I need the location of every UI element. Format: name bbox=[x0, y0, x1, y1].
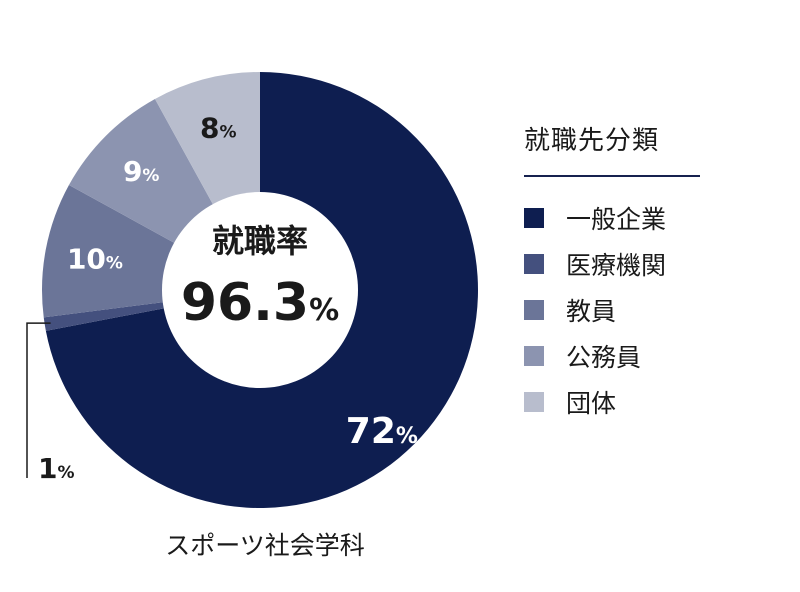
slice-label-unit: % bbox=[219, 122, 236, 142]
legend-label: 団体 bbox=[566, 389, 617, 418]
slice-label-一般企業: 72% bbox=[346, 411, 418, 452]
legend-swatch bbox=[524, 208, 544, 228]
slice-label-unit: % bbox=[106, 254, 123, 274]
slice-label-value: 1 bbox=[38, 452, 57, 485]
legend-label: 一般企業 bbox=[566, 205, 667, 234]
legend-swatch bbox=[524, 254, 544, 274]
legend-item-団体: 団体 bbox=[524, 379, 700, 425]
slice-label-公務員: 9% bbox=[123, 155, 160, 188]
center-value-unit: % bbox=[309, 293, 339, 328]
slice-labels: 72%1%10%9%8% bbox=[38, 111, 418, 485]
legend: 就職先分類 一般企業医療機関教員公務員団体 bbox=[524, 120, 700, 425]
slice-label-unit: % bbox=[57, 463, 74, 483]
slice-label-団体: 8% bbox=[200, 111, 237, 144]
center-value: 96.3% bbox=[181, 273, 339, 333]
legend-item-公務員: 公務員 bbox=[524, 333, 700, 379]
legend-title: 就職先分類 bbox=[524, 120, 700, 177]
slice-label-医療機関: 1% bbox=[38, 452, 75, 485]
slice-label-unit: % bbox=[142, 166, 159, 186]
legend-item-一般企業: 一般企業 bbox=[524, 195, 700, 241]
slice-label-value: 10 bbox=[67, 243, 106, 276]
slice-label-value: 72 bbox=[346, 411, 396, 452]
slice-label-unit: % bbox=[396, 424, 418, 449]
legend-swatch bbox=[524, 392, 544, 412]
legend-list: 一般企業医療機関教員公務員団体 bbox=[524, 195, 700, 425]
chart-caption: スポーツ社会学科 bbox=[165, 531, 365, 560]
center-value-number: 96.3 bbox=[181, 273, 309, 333]
legend-swatch bbox=[524, 300, 544, 320]
legend-item-医療機関: 医療機関 bbox=[524, 241, 700, 287]
legend-item-教員: 教員 bbox=[524, 287, 700, 333]
leader-line-医療機関 bbox=[26, 322, 51, 478]
legend-label: 医療機関 bbox=[566, 251, 667, 280]
donut-hole bbox=[162, 192, 358, 388]
legend-label: 教員 bbox=[566, 297, 617, 326]
center-title: 就職率 bbox=[212, 222, 308, 260]
legend-swatch bbox=[524, 346, 544, 366]
slice-label-value: 8 bbox=[200, 111, 219, 144]
legend-label: 公務員 bbox=[566, 343, 642, 372]
slice-label-教員: 10% bbox=[67, 243, 123, 276]
slice-label-value: 9 bbox=[123, 155, 142, 188]
